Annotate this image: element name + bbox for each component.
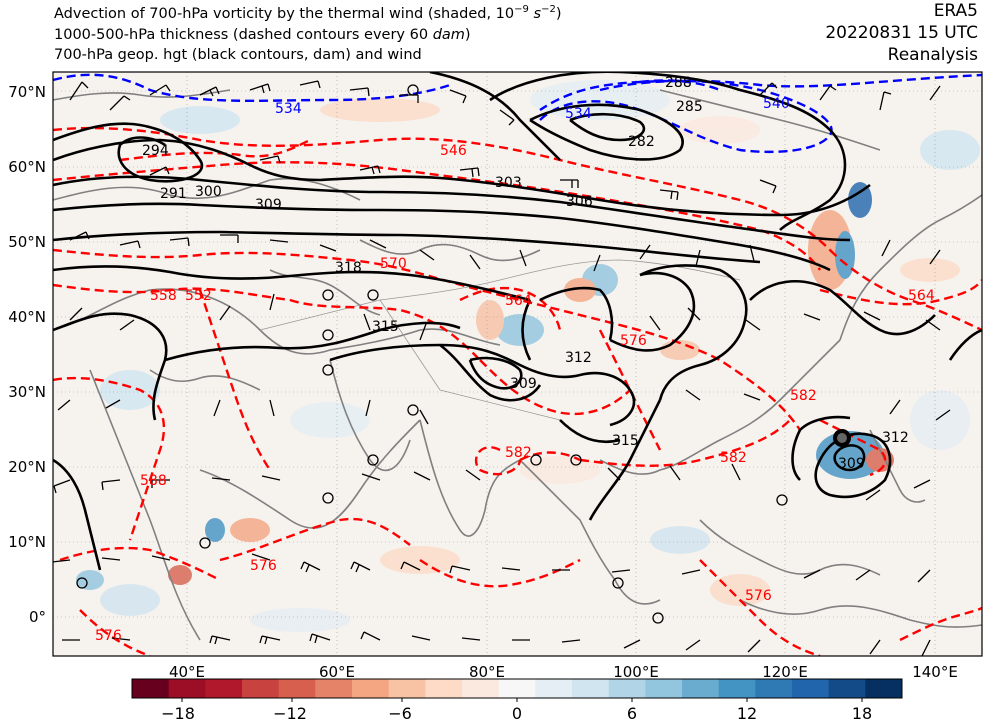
svg-text:40°E: 40°E	[169, 663, 205, 681]
colorbar-tick-marks	[181, 698, 863, 702]
longitude-tick-labels: 40°E 60°E 80°E 100°E 120°E 140°E	[169, 663, 958, 681]
svg-text:312: 312	[565, 350, 592, 366]
map-frame	[52, 71, 983, 657]
height-contour-labels: 294 291 300 303 306 309 288 285 282 318 …	[142, 75, 909, 472]
svg-text:588: 588	[140, 473, 167, 489]
colorbar-swatch	[132, 679, 170, 698]
svg-text:576: 576	[95, 628, 122, 644]
source-label: ERA5	[933, 1, 978, 21]
svg-text:18: 18	[852, 704, 872, 722]
svg-text:564: 564	[908, 288, 935, 304]
svg-text:309: 309	[510, 376, 537, 392]
svg-text:582: 582	[720, 450, 747, 466]
colorbar-swatch	[462, 679, 500, 698]
svg-text:30°N: 30°N	[8, 383, 46, 401]
svg-text:552: 552	[185, 288, 212, 304]
svg-text:10°N: 10°N	[8, 533, 46, 551]
colorbar-swatch	[865, 679, 903, 698]
colorbar-swatch	[278, 679, 316, 698]
colorbar-swatch	[645, 679, 683, 698]
svg-text:294: 294	[142, 143, 169, 159]
svg-text:312: 312	[882, 430, 909, 446]
svg-text:40°N: 40°N	[8, 308, 46, 326]
svg-text:50°N: 50°N	[8, 233, 46, 251]
dataset-label: Reanalysis	[887, 45, 978, 65]
svg-text:309: 309	[838, 456, 865, 472]
svg-text:564: 564	[505, 293, 532, 309]
svg-text:70°N: 70°N	[8, 83, 46, 101]
thickness-contour-labels: 534 534 540 546 558 552 564 570 576 582 …	[95, 96, 935, 644]
svg-text:6: 6	[627, 704, 637, 722]
colorbar-tick-labels: −18 −12 −6 0 6 12 18	[161, 704, 872, 722]
svg-text:12: 12	[737, 704, 757, 722]
svg-text:570: 570	[380, 256, 407, 272]
svg-text:558: 558	[150, 288, 177, 304]
wind-barbs	[53, 80, 951, 656]
svg-text:−12: −12	[273, 704, 307, 722]
colorbar-swatch	[352, 679, 390, 698]
svg-text:582: 582	[505, 445, 532, 461]
colorbar-swatch	[792, 679, 830, 698]
svg-text:576: 576	[745, 588, 772, 604]
svg-text:576: 576	[250, 558, 277, 574]
colorbar-swatch	[755, 679, 793, 698]
country-borders	[259, 259, 741, 421]
colorbar-swatch	[718, 679, 756, 698]
colorbar-swatch	[498, 679, 536, 698]
svg-text:60°E: 60°E	[319, 663, 355, 681]
colorbar	[132, 679, 903, 698]
colorbar-swatch	[572, 679, 610, 698]
latitude-tick-labels: 70°N 60°N 50°N 40°N 30°N 20°N 10°N 0°	[8, 83, 46, 626]
svg-text:318: 318	[335, 260, 362, 276]
svg-text:576: 576	[620, 333, 647, 349]
colorbar-swatch	[315, 679, 353, 698]
svg-text:534: 534	[565, 106, 592, 122]
svg-text:309: 309	[255, 197, 282, 213]
svg-text:285: 285	[676, 99, 703, 115]
svg-text:282: 282	[628, 134, 655, 150]
svg-text:303: 303	[495, 175, 522, 191]
colorbar-swatch	[388, 679, 426, 698]
figure-header-right: ERA5 20220831 15 UTC Reanalysis	[825, 0, 978, 66]
datetime-label: 20220831 15 UTC	[825, 23, 978, 43]
svg-text:0°: 0°	[29, 608, 46, 626]
figure-title: Advection of 700-hPa vorticity by the th…	[54, 4, 561, 66]
calm-wind-circles	[76, 84, 788, 624]
title-line-1: Advection of 700-hPa vorticity by the th…	[54, 4, 562, 22]
colorbar-swatch	[168, 679, 206, 698]
svg-text:540: 540	[763, 96, 790, 112]
svg-text:534: 534	[275, 101, 302, 117]
svg-text:300: 300	[195, 184, 222, 200]
colorbar-swatch	[425, 679, 463, 698]
svg-text:80°E: 80°E	[469, 663, 505, 681]
svg-text:315: 315	[612, 433, 639, 449]
svg-text:100°E: 100°E	[613, 663, 659, 681]
svg-text:20°N: 20°N	[8, 458, 46, 476]
svg-text:582: 582	[790, 388, 817, 404]
colorbar-swatch	[242, 679, 280, 698]
svg-text:140°E: 140°E	[912, 663, 958, 681]
svg-text:60°N: 60°N	[8, 158, 46, 176]
svg-text:−6: −6	[388, 704, 412, 722]
svg-text:546: 546	[440, 143, 467, 159]
svg-text:0: 0	[512, 704, 522, 722]
colorbar-swatch	[205, 679, 243, 698]
svg-text:315: 315	[372, 319, 399, 335]
svg-text:288: 288	[665, 75, 692, 91]
svg-text:120°E: 120°E	[762, 663, 808, 681]
svg-text:−18: −18	[161, 704, 195, 722]
title-line-2: 1000-500-hPa thickness (dashed contours …	[54, 26, 471, 43]
svg-text:306: 306	[566, 194, 593, 210]
colorbar-swatch	[682, 679, 720, 698]
colorbar-swatch	[608, 679, 646, 698]
svg-text:291: 291	[160, 186, 187, 202]
colorbar-swatch	[535, 679, 573, 698]
title-line-3: 700-hPa geop. hgt (black contours, dam) …	[54, 47, 422, 63]
colorbar-swatch	[828, 679, 866, 698]
